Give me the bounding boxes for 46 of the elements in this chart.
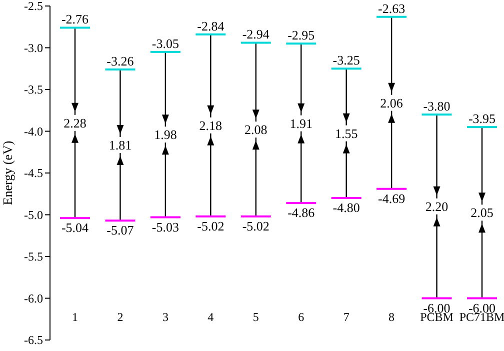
x-tick-label: 8 (388, 310, 395, 324)
annotation: -5.07 (106, 222, 134, 238)
annotation: -3.80 (423, 98, 450, 114)
data-label: 2.05 (470, 205, 494, 220)
annotation: -2.76 (61, 12, 90, 27)
annotation: -4.80 (332, 200, 360, 216)
data-label: 2.28 (64, 115, 86, 130)
annotation: -3.26 (106, 53, 134, 68)
data-label: 1.91 (290, 116, 312, 131)
data-label: 1.98 (154, 127, 177, 142)
annotation: -3.25 (332, 52, 360, 68)
data-label: 2.06 (380, 95, 404, 110)
data-label: 2.18 (199, 118, 222, 133)
y-tick-label: -6.0 (24, 291, 43, 306)
y-tick-label: -4.0 (24, 124, 43, 138)
x-tick-label: 1 (72, 310, 78, 324)
y-tick-label: -5.0 (24, 208, 43, 222)
annotation: -2.63 (378, 0, 406, 16)
y-tick-label: -2.5 (24, 0, 43, 13)
annotation: -3.95 (468, 111, 496, 126)
y-tick-label: -4.5 (24, 166, 43, 180)
annotation: -5.02 (197, 218, 224, 234)
annotation: -2.95 (288, 28, 315, 43)
x-tick-label: 3 (162, 310, 168, 324)
y-axis-title: Energy (eV) (0, 140, 15, 206)
data-label: 2.08 (244, 122, 268, 138)
annotation: -4.86 (288, 205, 316, 220)
y-tick-label: -3.0 (24, 40, 43, 55)
data-label: 1.55 (334, 126, 358, 141)
y-tick-label: -3.5 (24, 82, 43, 96)
annotation: -4.69 (378, 190, 406, 206)
x-tick-label: 5 (252, 310, 259, 324)
annotation: -5.04 (61, 220, 90, 236)
x-tick-label: 6 (298, 310, 304, 324)
annotation: -5.02 (242, 218, 270, 234)
x-tick-label: 4 (208, 310, 214, 324)
annotation: -5.03 (152, 219, 179, 234)
data-label: 2.20 (425, 198, 448, 214)
data-label: 1.81 (108, 138, 132, 153)
x-tick-label: 7 (343, 310, 350, 324)
y-tick-label: -5.5 (24, 250, 43, 264)
annotation: -2.84 (197, 18, 225, 34)
x-tick-label: 2 (117, 310, 124, 324)
y-tick-label: -6.5 (24, 333, 43, 347)
annotation: -2.94 (242, 26, 270, 42)
annotation: -3.05 (152, 36, 179, 51)
